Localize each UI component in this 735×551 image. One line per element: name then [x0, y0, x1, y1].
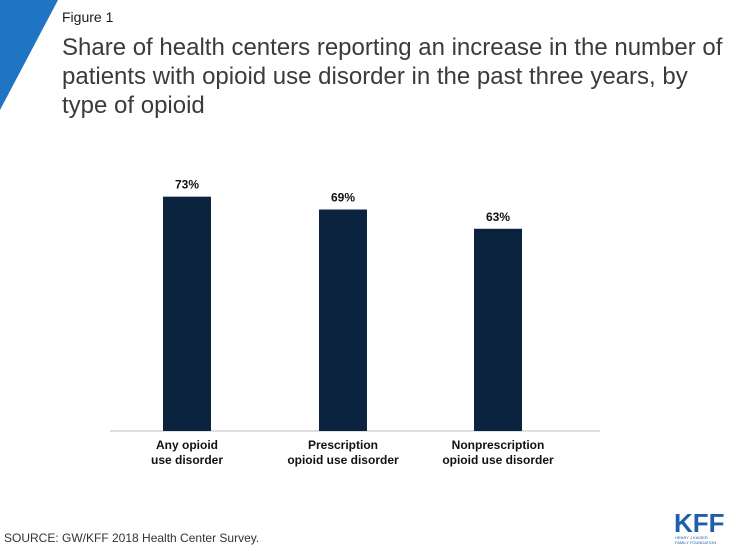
chart-title: Share of health centers reporting an inc…: [62, 34, 723, 119]
kff-logo-subtext-1: HENRY J KAISER: [675, 535, 708, 540]
category-label: opioid use disorder: [442, 453, 554, 467]
bar: [163, 196, 211, 431]
category-label: Nonprescription: [452, 438, 545, 452]
category-label: Prescription: [308, 438, 378, 452]
kff-logo: KFF HENRY J KAISER FAMILY FOUNDATION: [674, 510, 725, 545]
category-label: Any opioid: [156, 438, 218, 452]
category-label: use disorder: [151, 453, 223, 467]
kff-logo-subtext-2: FAMILY FOUNDATION: [675, 540, 716, 545]
source-note: SOURCE: GW/KFF 2018 Health Center Survey…: [4, 531, 260, 545]
bar: [319, 209, 367, 431]
figure-label: Figure 1: [62, 9, 114, 25]
corner-accent-stripe: [0, 0, 58, 110]
data-label: 63%: [486, 210, 510, 224]
bar: [474, 228, 522, 431]
data-label: 73%: [175, 178, 199, 192]
category-label: opioid use disorder: [287, 453, 399, 467]
data-label: 69%: [331, 191, 355, 205]
kff-logo-text: KFF: [674, 510, 725, 538]
